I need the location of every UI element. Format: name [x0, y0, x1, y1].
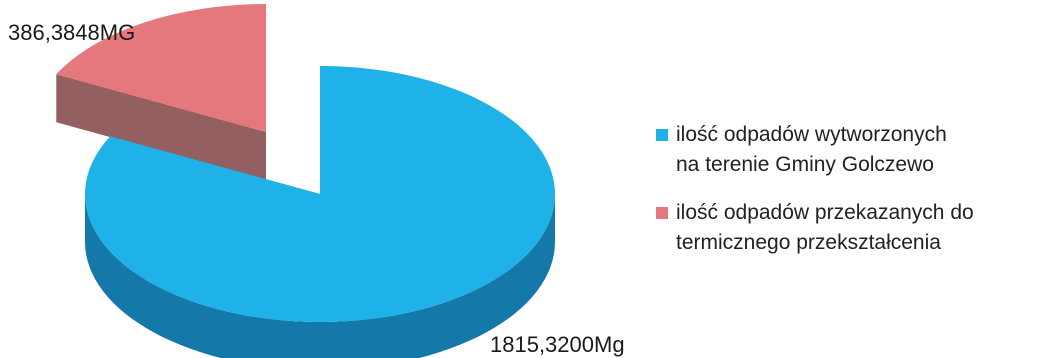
pie-slice-1	[56, 4, 266, 180]
pie-slice-side-0	[85, 194, 555, 358]
pie-slice-face-1-0	[56, 74, 266, 180]
legend-swatch-incinerated	[656, 207, 668, 219]
pie-slice-0	[85, 66, 556, 358]
pie-slice-top-0	[85, 66, 556, 322]
pie-slice-top-1	[56, 4, 266, 132]
data-label-0: 1815,3200Mg	[490, 332, 625, 357]
legend-item-incinerated: ilość odpadów przekazanych do termiczneg…	[656, 198, 1041, 258]
pie-layer	[56, 4, 556, 358]
legend-swatch-generated	[656, 129, 668, 141]
legend-label-generated: ilość odpadów wytworzonych na terenie Gm…	[676, 123, 947, 176]
chart-legend: ilość odpadów wytworzonych na terenie Gm…	[656, 120, 1041, 276]
legend-item-generated: ilość odpadów wytworzonych na terenie Gm…	[656, 120, 1041, 180]
legend-label-incinerated: ilość odpadów przekazanych do termiczneg…	[676, 201, 974, 254]
data-labels: 1815,3200Mg 386,3848MG	[8, 20, 625, 357]
data-label-1: 386,3848MG	[8, 20, 135, 45]
